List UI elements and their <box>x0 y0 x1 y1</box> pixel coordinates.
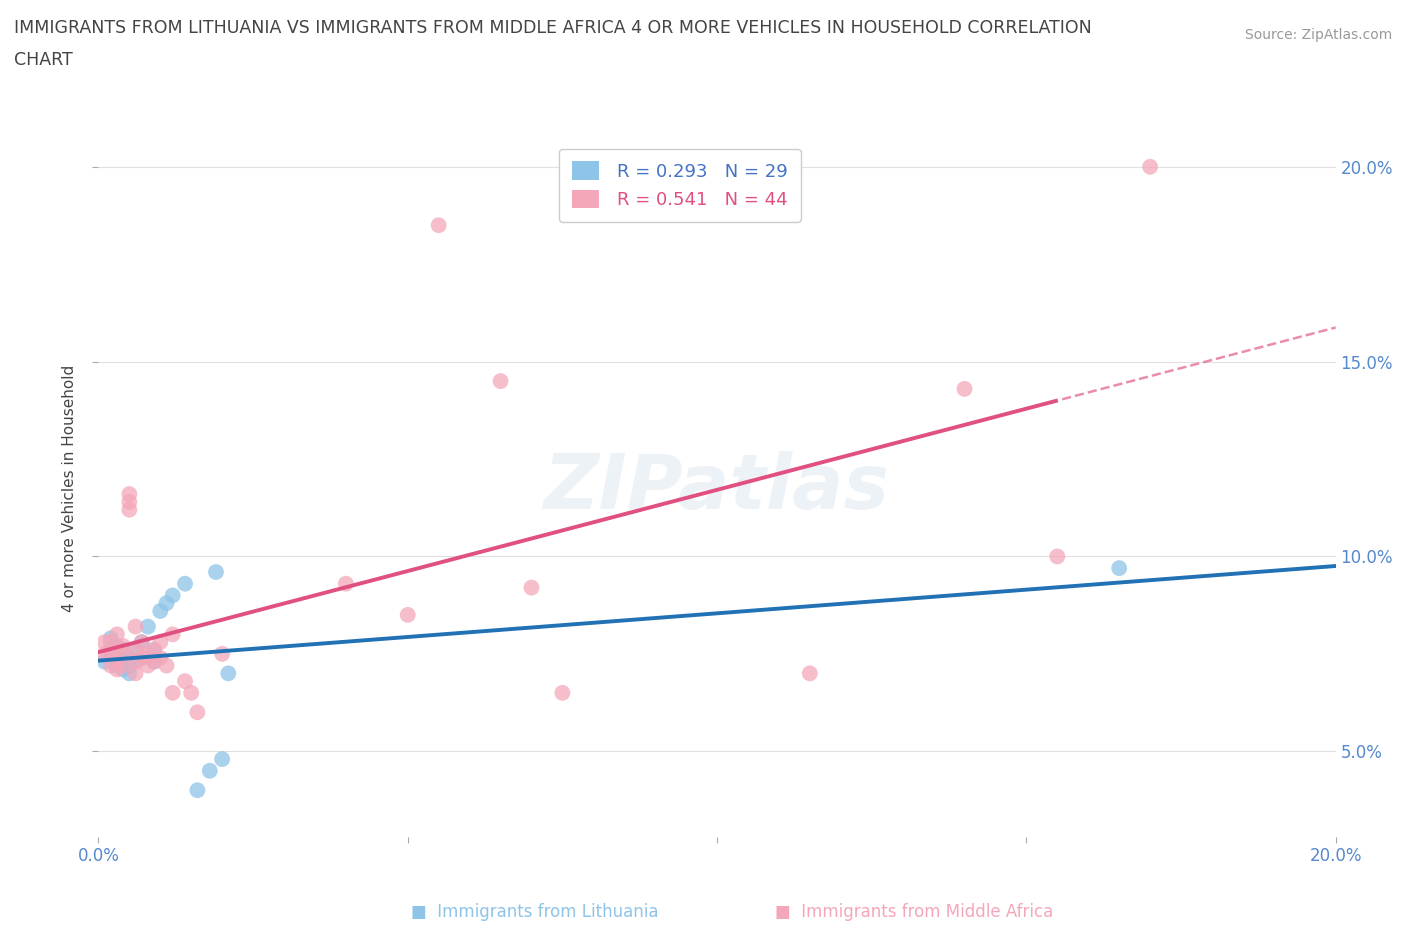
Point <box>100 631 122 645</box>
Text: IMMIGRANTS FROM LITHUANIA VS IMMIGRANTS FROM MIDDLE AFRICA 4 OR MORE VEHICLES IN: IMMIGRANTS FROM LITHUANIA VS IMMIGRANTS … <box>14 19 1092 36</box>
Point <box>100 658 122 673</box>
Point <box>105 654 128 669</box>
Point <box>1139 159 1161 174</box>
Point <box>143 654 166 669</box>
Point <box>211 751 233 766</box>
Point <box>551 685 574 700</box>
Point <box>112 658 135 673</box>
Legend: R = 0.293   N = 29, R = 0.541   N = 44: R = 0.293 N = 29, R = 0.541 N = 44 <box>560 149 800 221</box>
Point <box>112 639 135 654</box>
Y-axis label: 4 or more Vehicles in Household: 4 or more Vehicles in Household <box>62 365 77 612</box>
Point <box>124 654 146 669</box>
Point <box>174 577 197 591</box>
Point <box>93 635 115 650</box>
Point <box>118 650 141 665</box>
Point <box>118 666 141 681</box>
Point <box>124 643 146 658</box>
Point <box>186 705 208 720</box>
Point <box>180 685 202 700</box>
Point <box>105 662 128 677</box>
Point <box>174 673 197 688</box>
Point <box>131 635 153 650</box>
Point <box>143 643 166 658</box>
Point <box>489 374 512 389</box>
Point <box>131 650 153 665</box>
Point <box>520 580 543 595</box>
Point <box>112 654 135 669</box>
Point <box>143 654 166 669</box>
Point <box>143 643 166 658</box>
Point <box>124 666 146 681</box>
Point <box>162 685 184 700</box>
Point <box>124 643 146 658</box>
Point <box>217 666 239 681</box>
Point <box>136 619 159 634</box>
Point <box>198 764 221 778</box>
Point <box>335 577 357 591</box>
Point <box>124 619 146 634</box>
Point <box>149 635 172 650</box>
Point <box>93 654 115 669</box>
Point <box>124 654 146 669</box>
Text: Source: ZipAtlas.com: Source: ZipAtlas.com <box>1244 28 1392 42</box>
Point <box>118 495 141 510</box>
Point <box>105 643 128 658</box>
Point <box>149 650 172 665</box>
Point <box>112 662 135 677</box>
Point <box>112 646 135 661</box>
Text: ■  Immigrants from Lithuania: ■ Immigrants from Lithuania <box>411 903 658 921</box>
Point <box>205 565 228 579</box>
Point <box>211 646 233 661</box>
Point <box>105 646 128 661</box>
Point <box>162 627 184 642</box>
Point <box>105 627 128 642</box>
Text: CHART: CHART <box>14 51 73 69</box>
Point <box>136 658 159 673</box>
Point <box>100 646 122 661</box>
Point <box>1046 549 1069 564</box>
Point <box>155 596 177 611</box>
Point <box>118 502 141 517</box>
Point <box>162 588 184 603</box>
Point <box>396 607 419 622</box>
Point <box>427 218 450 232</box>
Point <box>149 604 172 618</box>
Point <box>186 783 208 798</box>
Text: ■  Immigrants from Middle Africa: ■ Immigrants from Middle Africa <box>775 903 1053 921</box>
Point <box>953 381 976 396</box>
Point <box>131 635 153 650</box>
Point <box>155 658 177 673</box>
Text: ZIPatlas: ZIPatlas <box>544 451 890 525</box>
Point <box>1108 561 1130 576</box>
Point <box>112 643 135 658</box>
Point <box>118 486 141 501</box>
Point <box>799 666 821 681</box>
Point <box>100 635 122 650</box>
Point <box>93 646 115 661</box>
Point <box>105 639 128 654</box>
Point <box>131 650 153 665</box>
Point <box>105 658 128 673</box>
Point <box>136 646 159 661</box>
Point <box>100 643 122 658</box>
Point <box>118 658 141 673</box>
